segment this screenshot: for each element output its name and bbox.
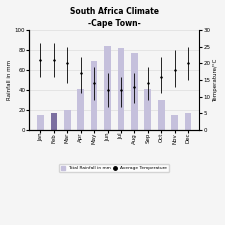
Title: South Africa Climate
-Cape Town-: South Africa Climate -Cape Town-	[70, 7, 159, 28]
Y-axis label: Temperature/°C: Temperature/°C	[213, 58, 218, 102]
Legend: Total Rainfall in mm, Average Temperature: Total Rainfall in mm, Average Temperatur…	[59, 164, 169, 172]
Bar	[77, 89, 84, 130]
Bar	[131, 53, 138, 130]
Bar	[158, 100, 164, 130]
Bar	[51, 113, 57, 130]
Bar	[37, 115, 44, 130]
Bar	[91, 61, 97, 130]
Y-axis label: Rainfall in mm: Rainfall in mm	[7, 60, 12, 100]
Bar	[171, 115, 178, 130]
Bar	[64, 110, 71, 130]
Bar	[104, 46, 111, 130]
Bar	[144, 89, 151, 130]
Bar	[118, 48, 124, 130]
Bar	[185, 113, 191, 130]
